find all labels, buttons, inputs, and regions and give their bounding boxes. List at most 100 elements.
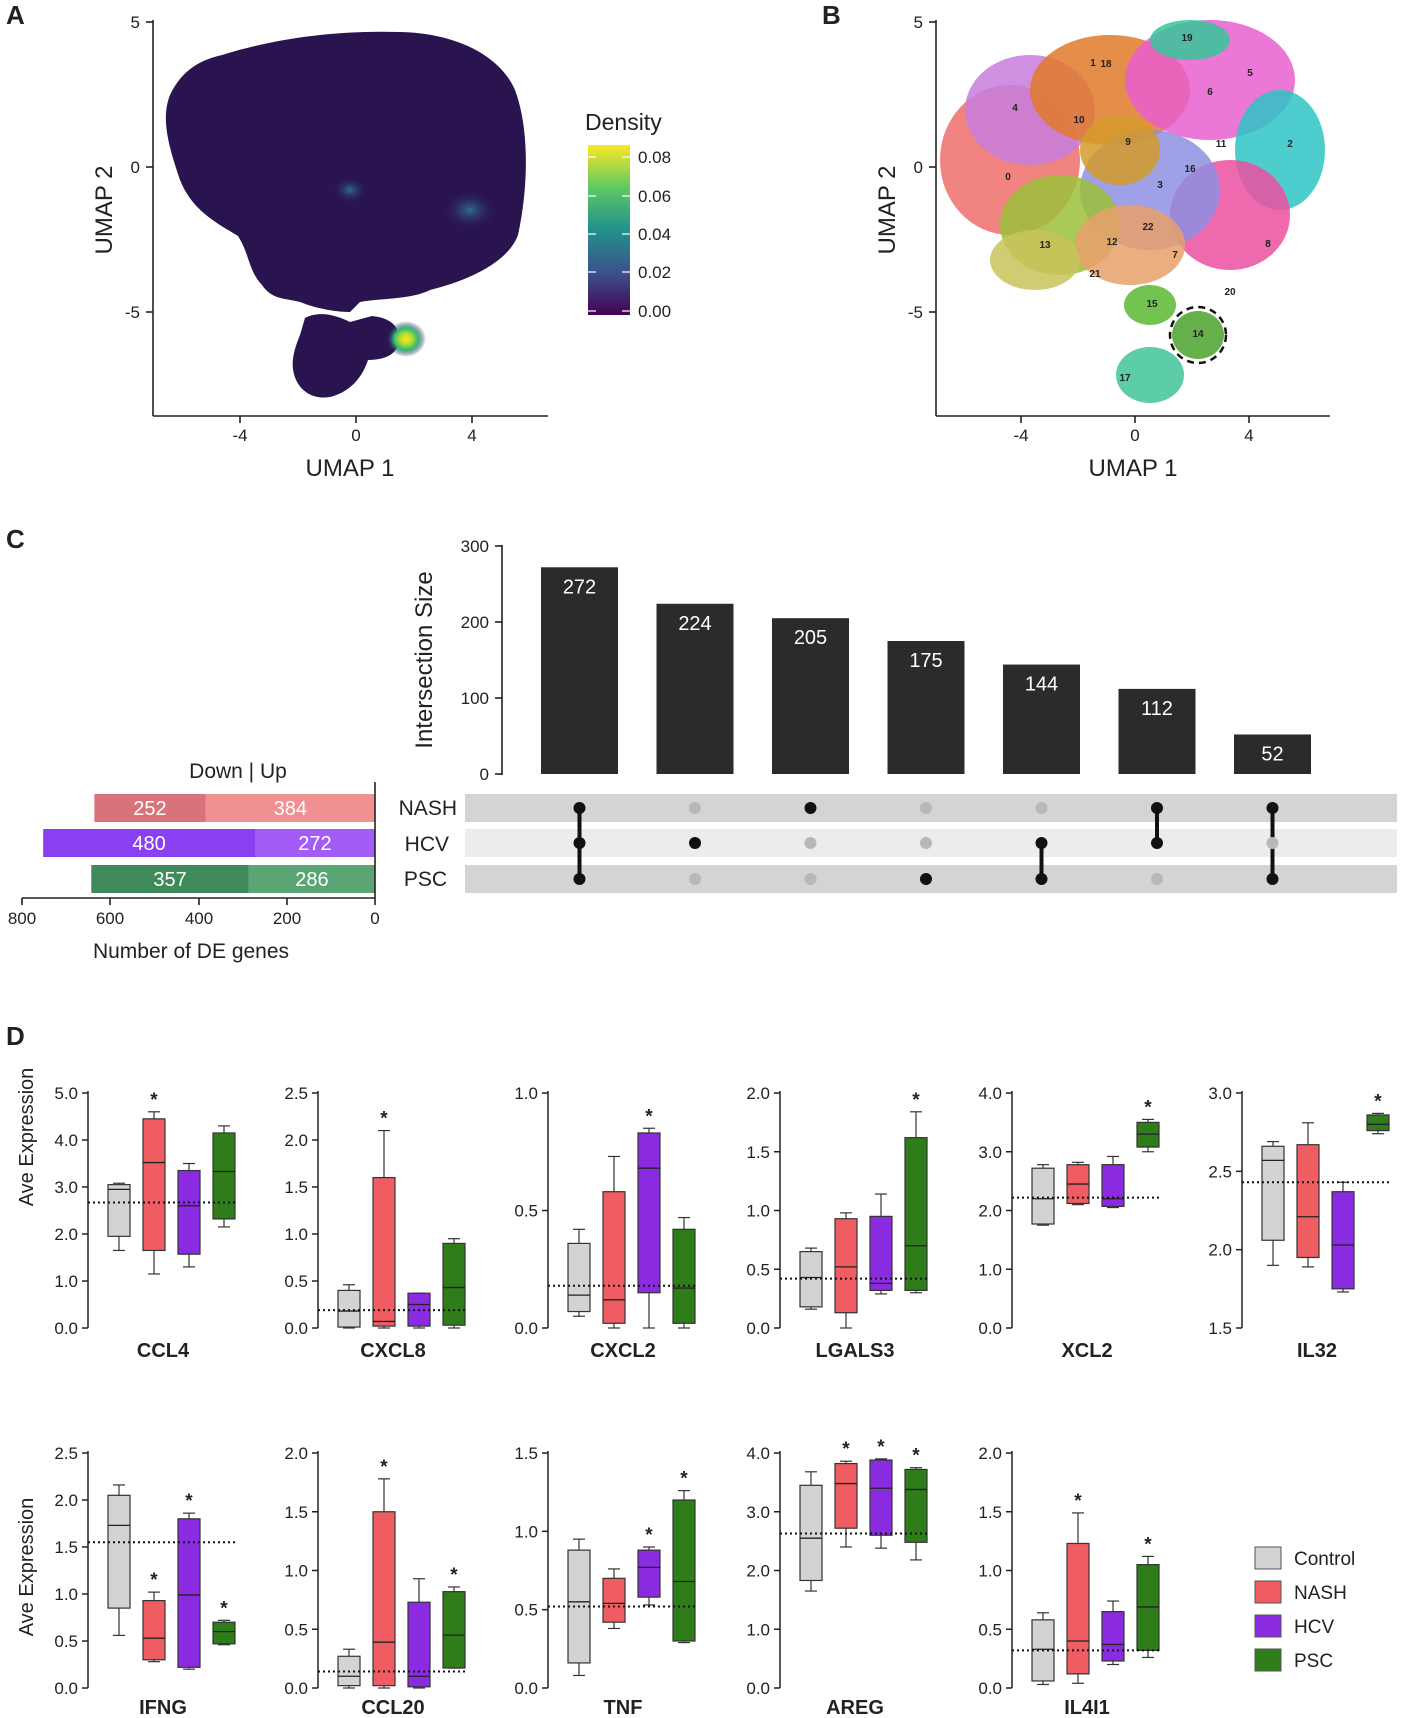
gene-label: LGALS3 (816, 1340, 895, 1362)
box-ytick-label: 1.5 (978, 1503, 1002, 1522)
set-bar-down-label: 252 (133, 798, 166, 820)
cluster-blob (1150, 20, 1230, 60)
box-body (337, 1289, 361, 1328)
box-ytick-label: 0.5 (284, 1272, 308, 1291)
significance-star: * (842, 1439, 850, 1460)
cluster-label: 14 (1192, 329, 1204, 340)
density-tick: 0.06 (638, 187, 671, 206)
matrix-dot-filled (1266, 873, 1279, 885)
gene-label: IL32 (1297, 1340, 1337, 1362)
box-body (637, 1549, 661, 1598)
density-colorbar (588, 145, 630, 315)
density-tick: 0.08 (638, 148, 671, 167)
box-ytick-label: 2.0 (746, 1084, 770, 1103)
cluster-label: 4 (1012, 103, 1018, 114)
gene-label: XCL2 (1061, 1340, 1112, 1362)
box-ytick-label: 3.0 (54, 1178, 78, 1197)
box-body (1366, 1114, 1390, 1132)
density-legend-title: Density (585, 109, 662, 135)
cluster-label: 15 (1146, 299, 1158, 310)
set-bar-up (248, 865, 375, 893)
significance-star: * (645, 1525, 653, 1546)
set-size-xtick: 0 (370, 909, 379, 928)
box-body (834, 1218, 858, 1314)
panel-a-density-umap: 5 0 -5 -4 0 4 UMAP 1 UMAP 2 Density 0.08… (91, 13, 671, 482)
set-bar-up-label: 272 (298, 833, 331, 855)
upset-matrix (573, 802, 1279, 885)
box-ytick-label: 2.5 (1208, 1162, 1232, 1181)
cluster-blobs (940, 20, 1325, 403)
box-body (1066, 1542, 1090, 1675)
significance-star: * (380, 1109, 388, 1130)
gene-label: TNF (604, 1697, 643, 1718)
cluster-blob (1075, 205, 1185, 285)
intersection-bar (1234, 734, 1311, 774)
intersection-bar (887, 641, 965, 774)
box-ytick-label: 0.0 (978, 1319, 1002, 1338)
cluster-label: 20 (1224, 287, 1236, 298)
box-body (142, 1599, 166, 1661)
cluster-label: 12 (1106, 237, 1118, 248)
box-ytick-label: 0.0 (746, 1319, 770, 1338)
significance-star: * (680, 1469, 688, 1490)
cluster-label: 6 (1207, 87, 1213, 98)
intersection-bar (541, 567, 618, 774)
box-body (1261, 1145, 1285, 1241)
intersection-bar-label: 112 (1141, 698, 1173, 720)
box-ytick-label: 0.5 (284, 1620, 308, 1639)
boxplot-il4i1: 0.0 0.5 1.0 1.5 2.0 * * IL4I1 (978, 1444, 1162, 1718)
set-bar-up-label: 286 (295, 869, 328, 891)
box-ytick-label: 2.0 (746, 1562, 770, 1581)
matrix-dot-empty (804, 873, 817, 885)
upset-ytick: 0 (480, 765, 489, 784)
set-bar-up (205, 794, 375, 822)
matrix-dot-filled (920, 873, 932, 885)
legend-label-nash: NASH (1294, 1583, 1347, 1604)
upset-ytick: 200 (461, 613, 489, 632)
intersection-bar-label: 205 (794, 627, 827, 649)
box-body (442, 1242, 466, 1326)
matrix-dot-empty (689, 873, 701, 885)
box-body (177, 1518, 201, 1668)
set-bar-down-label: 480 (132, 833, 165, 855)
box-y-label-row1: Ave Expression (16, 1068, 38, 1207)
box-ytick-label: 0.5 (746, 1260, 770, 1279)
box-ytick-label: 0.5 (978, 1620, 1002, 1639)
panel-letter-b: B (822, 0, 841, 30)
box-ytick-label: 0.5 (54, 1632, 78, 1651)
matrix-dot-filled (689, 837, 701, 849)
umap-density-blob (165, 31, 526, 313)
matrix-dot-empty (1266, 837, 1279, 849)
matrix-dot-empty (804, 837, 817, 849)
intersection-bar (656, 603, 734, 774)
legend-label-control: Control (1294, 1549, 1355, 1570)
significance-star: * (1074, 1491, 1082, 1512)
box-ytick-label: 2.0 (284, 1444, 308, 1463)
gene-label: CXCL2 (590, 1340, 656, 1362)
set-bar-down-label: 357 (153, 869, 186, 891)
box-ytick-label: 0.0 (978, 1679, 1002, 1698)
umap-a-ytick: 0 (131, 158, 140, 177)
box-body (1296, 1144, 1320, 1259)
boxplot-ccl4: 0.0 1.0 2.0 3.0 4.0 5.0 * CCL4 (54, 1084, 238, 1362)
gene-label: IL4I1 (1064, 1697, 1110, 1718)
box-ytick-label: 1.5 (1208, 1319, 1232, 1338)
box-body (567, 1242, 591, 1313)
box-body (177, 1169, 201, 1255)
cluster-label: 11 (1216, 139, 1227, 150)
panel-c-upset: 300 200 100 0 Intersection Size 272 224 20… (8, 537, 1397, 963)
significance-star: * (150, 1090, 158, 1111)
cluster-label: 8 (1265, 239, 1271, 250)
box-body (407, 1601, 431, 1688)
box-ytick-label: 0.5 (514, 1202, 538, 1221)
box-ytick-label: 0.0 (746, 1679, 770, 1698)
box-ytick-label: 2.0 (978, 1444, 1002, 1463)
box-ytick-label: 1.0 (54, 1272, 78, 1291)
box-body (904, 1468, 928, 1543)
legend-swatch-psc (1254, 1648, 1282, 1672)
density-tick: 0.00 (638, 302, 671, 321)
significance-star: * (877, 1437, 885, 1458)
box-ytick-label: 5.0 (54, 1084, 78, 1103)
cluster-label: 16 (1184, 164, 1196, 175)
